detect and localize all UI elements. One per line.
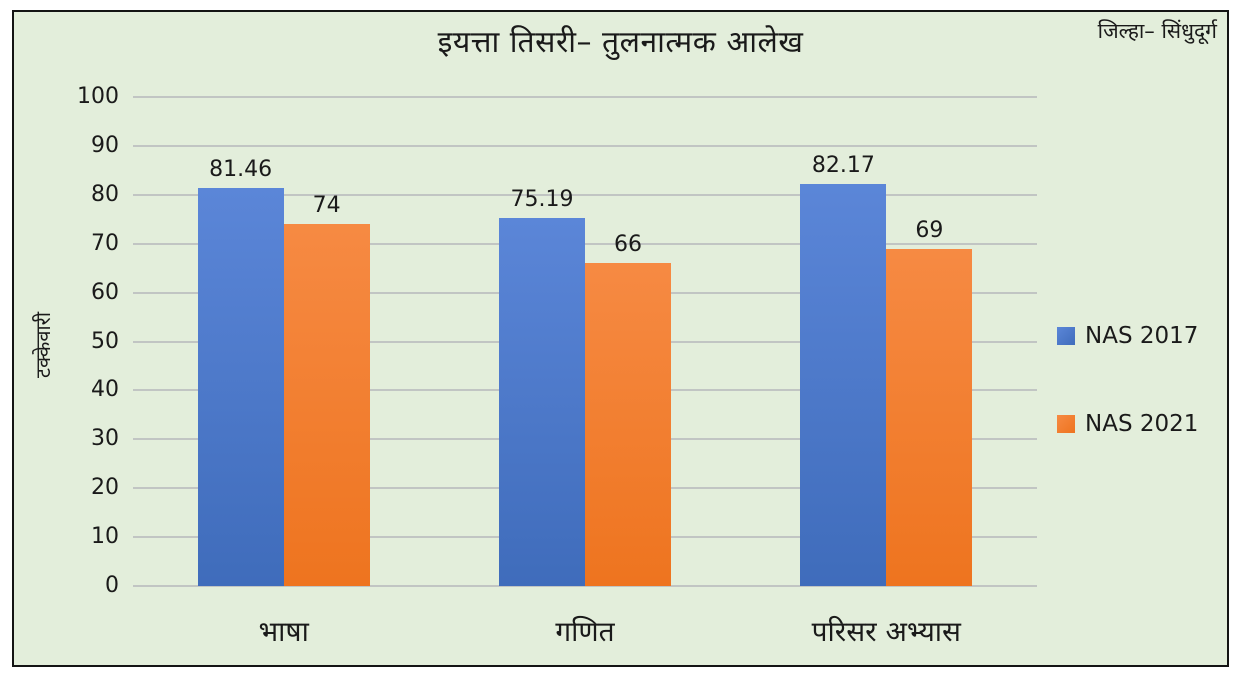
legend-swatch-icon	[1057, 327, 1075, 345]
x-axis-category-label: परिसर अभ्यास	[811, 615, 961, 648]
data-label: 82.17	[811, 153, 875, 179]
data-label: 74	[312, 193, 341, 219]
gridline	[133, 193, 1037, 196]
legend: NAS 2017 NAS 2021	[1057, 323, 1198, 437]
y-axis-tick-label: 30	[91, 426, 119, 452]
chart-title: इयत्ता तिसरी– तुलनात्मक आलेख	[437, 25, 804, 60]
y-axis-tick-label: 90	[91, 132, 119, 158]
x-axis-labels: भाषा गणित परिसर अभ्यास	[133, 612, 1037, 650]
data-label: 81.46	[209, 156, 273, 182]
y-axis-tick-label: 80	[91, 181, 119, 207]
y-axis-tick-label: 60	[91, 279, 119, 305]
bar-nas-2017	[499, 218, 585, 586]
bar-nas-2017	[800, 184, 887, 586]
y-axis-tick-label: 70	[91, 230, 119, 256]
bar-nas-2021	[886, 248, 973, 586]
y-axis-tick-label: 10	[91, 524, 119, 550]
gridline	[133, 242, 1037, 245]
bar-nas-2021	[585, 263, 671, 586]
district-label: जिल्हा– सिंधुदूर्ग	[1097, 19, 1217, 43]
legend-label: NAS 2021	[1085, 411, 1199, 437]
data-label: 69	[915, 217, 944, 243]
legend-label: NAS 2017	[1085, 323, 1199, 349]
gridline	[133, 144, 1037, 147]
legend-swatch-icon	[1057, 415, 1075, 433]
bar-nas-2017	[197, 187, 284, 586]
legend-entry: NAS 2017	[1057, 323, 1198, 349]
y-axis-tick-label: 0	[105, 573, 119, 598]
y-axis-tick-label: 100	[77, 84, 119, 109]
gridline	[133, 585, 1037, 587]
data-label: 66	[614, 232, 642, 258]
legend-entry: NAS 2021	[1057, 411, 1198, 437]
gridline	[133, 96, 1037, 98]
plot-area: 0 10 20 30 40 50 60 70 80 90 100 81.46 74 75.19 66 82.1…	[77, 84, 1037, 598]
bar-nas-2021	[283, 224, 370, 586]
data-label: 75.19	[510, 187, 574, 213]
y-axis-tick-label: 20	[91, 475, 119, 501]
x-axis-category-label: गणित	[555, 615, 615, 648]
y-axis-tick-label: 50	[91, 328, 119, 354]
x-axis-category-label: भाषा	[258, 615, 309, 648]
y-axis-tick-label: 40	[91, 377, 119, 403]
chart-container: इयत्ता तिसरी– तुलनात्मक आलेख जिल्हा– सिं…	[12, 10, 1229, 667]
